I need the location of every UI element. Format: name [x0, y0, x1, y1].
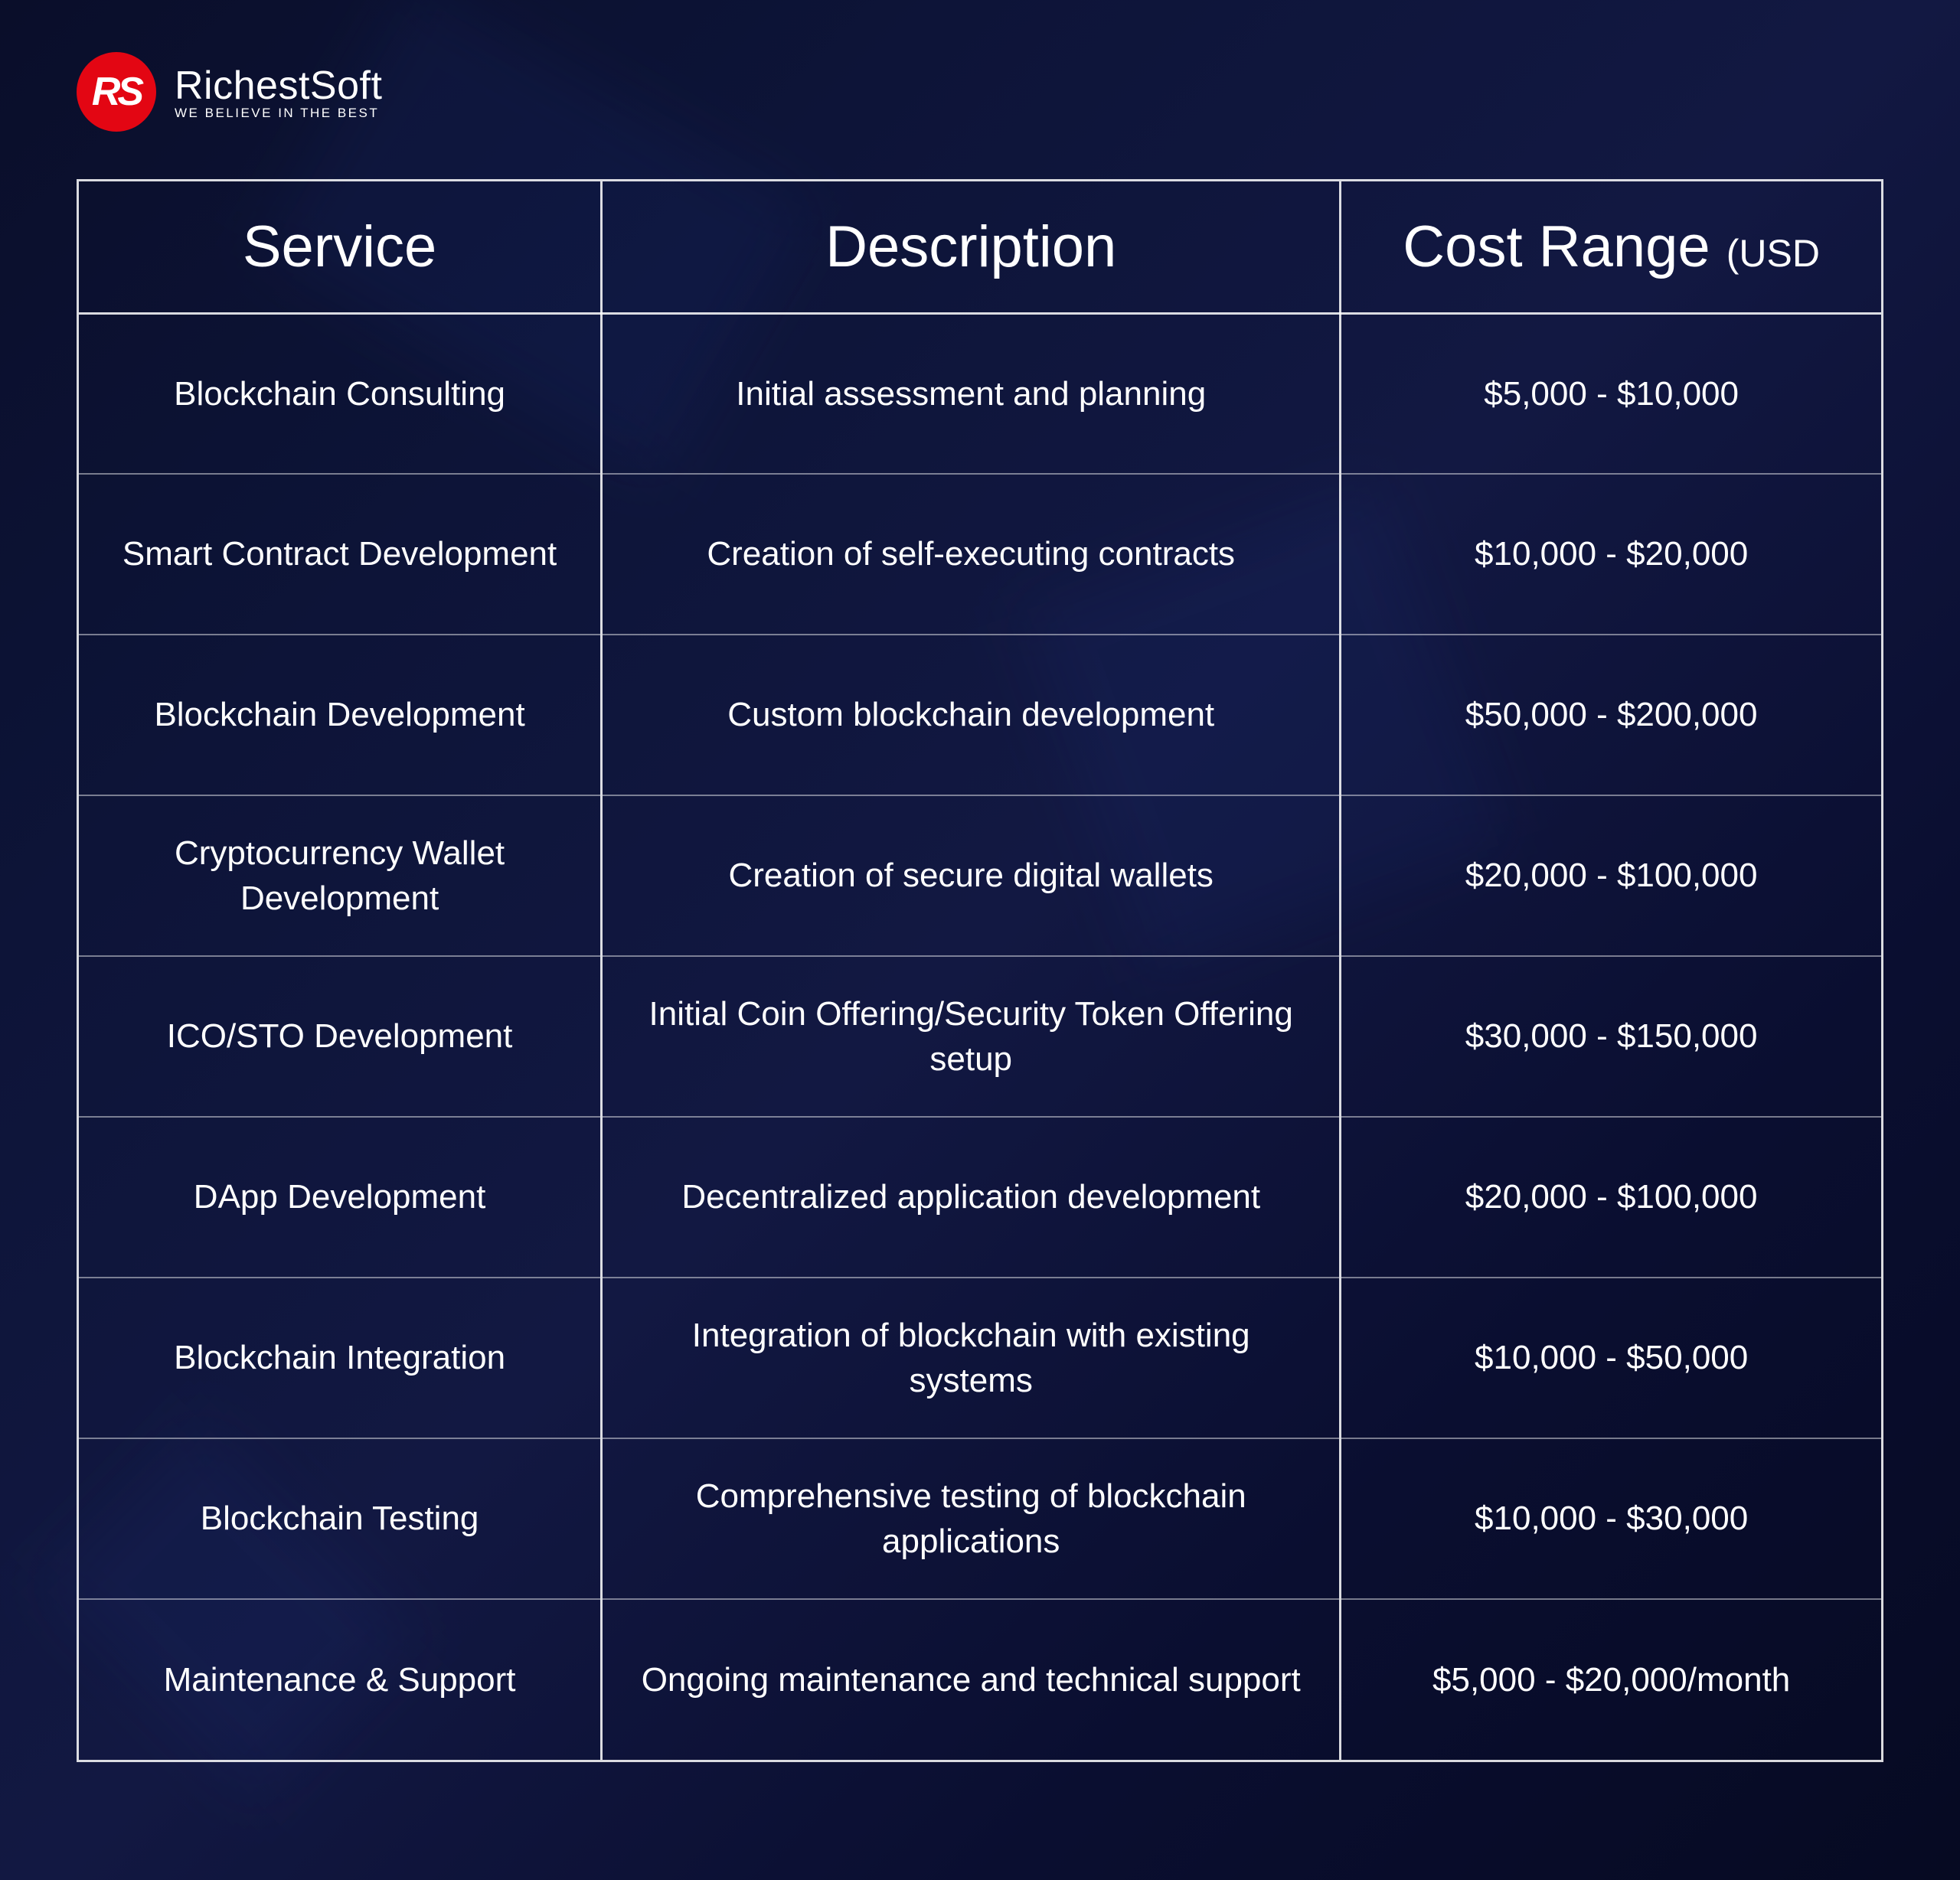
cell-service: Blockchain Consulting — [79, 313, 602, 474]
cell-cost: $5,000 - $20,000/month — [1341, 1599, 1881, 1760]
cell-cost: $10,000 - $50,000 — [1341, 1278, 1881, 1438]
cell-description: Ongoing maintenance and technical suppor… — [602, 1599, 1341, 1760]
cell-service: ICO/STO Development — [79, 956, 602, 1117]
cell-cost: $30,000 - $150,000 — [1341, 956, 1881, 1117]
cell-cost: $5,000 - $10,000 — [1341, 313, 1881, 474]
cell-service: Blockchain Development — [79, 635, 602, 795]
cell-description: Initial Coin Offering/Security Token Off… — [602, 956, 1341, 1117]
cell-cost: $10,000 - $30,000 — [1341, 1438, 1881, 1599]
table-row: Maintenance & SupportOngoing maintenance… — [79, 1599, 1881, 1760]
cell-service: Cryptocurrency Wallet Development — [79, 795, 602, 956]
table-header-row: Service Description Cost Range (USD — [79, 181, 1881, 313]
cell-cost: $20,000 - $100,000 — [1341, 1117, 1881, 1278]
cell-service: Smart Contract Development — [79, 474, 602, 635]
table-row: Blockchain ConsultingInitial assessment … — [79, 313, 1881, 474]
header-description: Description — [602, 181, 1341, 313]
table-row: Cryptocurrency Wallet DevelopmentCreatio… — [79, 795, 1881, 956]
cell-description: Initial assessment and planning — [602, 313, 1341, 474]
brand-tagline: WE BELIEVE IN THE BEST — [175, 106, 382, 121]
cell-description: Custom blockchain development — [602, 635, 1341, 795]
cell-description: Comprehensive testing of blockchain appl… — [602, 1438, 1341, 1599]
header-service: Service — [79, 181, 602, 313]
logo-icon: RS — [77, 52, 156, 132]
table-row: ICO/STO DevelopmentInitial Coin Offering… — [79, 956, 1881, 1117]
header-cost: Cost Range (USD — [1341, 181, 1881, 313]
cell-description: Decentralized application development — [602, 1117, 1341, 1278]
brand-logo: RS RichestSoft WE BELIEVE IN THE BEST — [77, 52, 382, 132]
services-table: Service Description Cost Range (USD Bloc… — [77, 179, 1883, 1762]
table-row: Smart Contract DevelopmentCreation of se… — [79, 474, 1881, 635]
cell-service: DApp Development — [79, 1117, 602, 1278]
table-row: DApp DevelopmentDecentralized applicatio… — [79, 1117, 1881, 1278]
cell-service: Blockchain Integration — [79, 1278, 602, 1438]
cell-service: Blockchain Testing — [79, 1438, 602, 1599]
cell-cost: $50,000 - $200,000 — [1341, 635, 1881, 795]
brand-name: RichestSoft — [175, 63, 382, 109]
table-row: Blockchain TestingComprehensive testing … — [79, 1438, 1881, 1599]
cell-description: Creation of self-executing contracts — [602, 474, 1341, 635]
cell-description: Creation of secure digital wallets — [602, 795, 1341, 956]
table-row: Blockchain IntegrationIntegration of blo… — [79, 1278, 1881, 1438]
cell-description: Integration of blockchain with existing … — [602, 1278, 1341, 1438]
cell-service: Maintenance & Support — [79, 1599, 602, 1760]
table-row: Blockchain DevelopmentCustom blockchain … — [79, 635, 1881, 795]
cell-cost: $10,000 - $20,000 — [1341, 474, 1881, 635]
cell-cost: $20,000 - $100,000 — [1341, 795, 1881, 956]
